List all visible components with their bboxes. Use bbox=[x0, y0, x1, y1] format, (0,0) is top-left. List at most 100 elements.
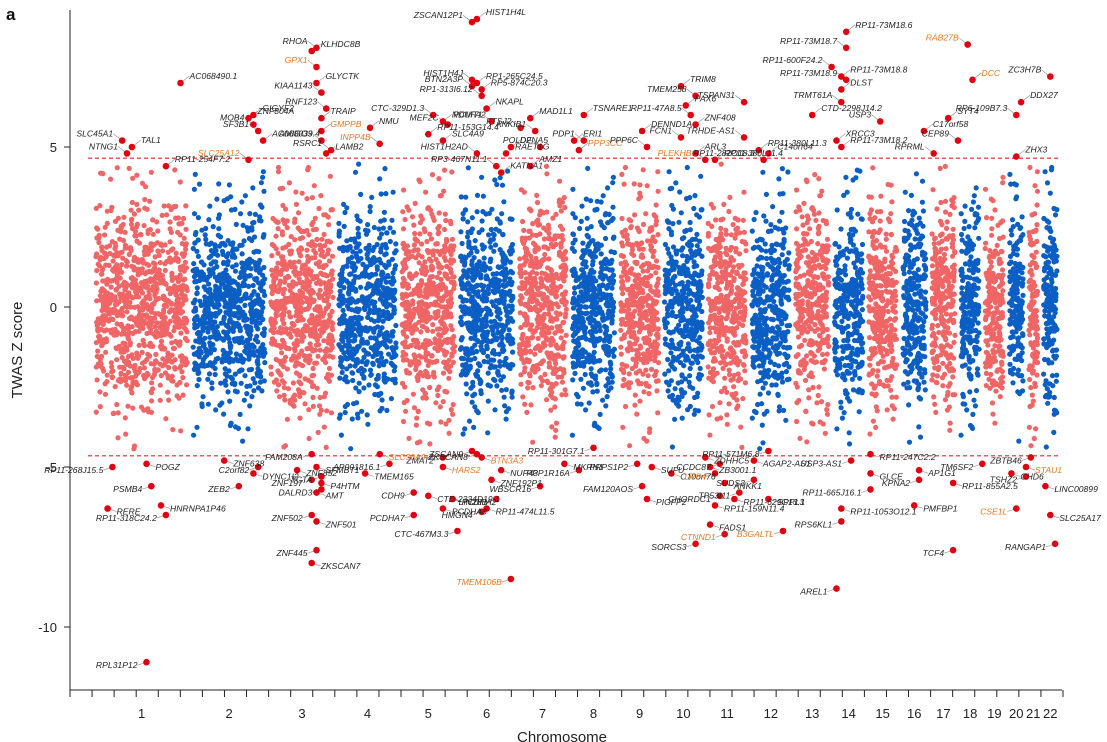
background-point bbox=[132, 362, 138, 368]
background-point bbox=[402, 216, 408, 223]
background-point bbox=[553, 360, 559, 367]
background-point bbox=[473, 283, 479, 289]
background-point bbox=[425, 205, 431, 212]
background-point bbox=[137, 365, 143, 372]
background-point bbox=[563, 392, 569, 398]
background-point bbox=[631, 181, 637, 187]
background-point bbox=[137, 324, 143, 330]
background-point bbox=[94, 377, 100, 383]
background-point bbox=[214, 329, 220, 335]
background-point bbox=[410, 391, 416, 397]
background-point bbox=[598, 251, 604, 257]
background-point bbox=[221, 314, 227, 320]
background-point bbox=[440, 370, 447, 376]
background-point bbox=[212, 242, 218, 248]
background-point bbox=[522, 280, 528, 286]
background-point bbox=[590, 262, 596, 268]
background-point bbox=[523, 343, 529, 349]
background-point bbox=[620, 291, 626, 297]
background-point bbox=[424, 420, 431, 426]
background-point bbox=[429, 274, 436, 280]
background-point bbox=[99, 307, 105, 314]
background-point bbox=[367, 293, 373, 300]
background-point bbox=[547, 364, 553, 370]
background-point bbox=[375, 357, 381, 364]
background-point bbox=[171, 328, 177, 334]
background-point bbox=[546, 329, 552, 336]
background-point bbox=[472, 238, 478, 244]
background-point bbox=[102, 232, 108, 238]
background-point bbox=[597, 242, 603, 248]
background-point bbox=[172, 366, 178, 372]
background-point bbox=[281, 340, 287, 346]
background-point bbox=[639, 287, 645, 293]
background-point bbox=[191, 211, 198, 217]
background-point bbox=[246, 331, 252, 337]
background-point bbox=[129, 375, 136, 381]
background-point bbox=[479, 218, 485, 224]
background-point bbox=[450, 402, 456, 408]
background-point bbox=[485, 430, 491, 436]
background-point bbox=[352, 273, 358, 280]
background-point bbox=[479, 327, 485, 333]
background-point bbox=[427, 249, 433, 255]
background-point bbox=[412, 200, 418, 206]
background-point bbox=[356, 241, 362, 247]
background-point bbox=[309, 326, 315, 332]
background-point bbox=[115, 378, 121, 384]
background-point bbox=[636, 196, 642, 202]
background-point bbox=[505, 319, 511, 325]
background-point bbox=[129, 324, 135, 330]
background-point bbox=[310, 275, 316, 281]
background-point bbox=[572, 370, 578, 376]
background-point bbox=[570, 377, 576, 383]
background-point bbox=[492, 177, 498, 183]
background-point bbox=[177, 341, 183, 347]
background-point bbox=[106, 307, 112, 313]
background-point bbox=[120, 221, 126, 228]
background-point bbox=[175, 215, 181, 221]
background-point bbox=[212, 247, 218, 253]
background-point bbox=[302, 401, 308, 407]
background-point bbox=[542, 251, 548, 258]
background-point bbox=[253, 323, 259, 329]
background-point bbox=[215, 252, 221, 258]
background-point bbox=[475, 368, 481, 374]
background-point bbox=[525, 385, 531, 391]
background-point bbox=[601, 258, 608, 264]
background-point bbox=[325, 281, 331, 287]
background-point bbox=[315, 429, 321, 435]
background-point bbox=[491, 357, 497, 363]
background-point bbox=[581, 328, 588, 334]
background-point bbox=[154, 320, 160, 326]
background-point bbox=[184, 382, 190, 388]
background-point bbox=[173, 203, 179, 209]
background-point bbox=[242, 293, 248, 299]
background-point bbox=[216, 212, 222, 218]
background-point bbox=[430, 328, 436, 334]
background-point bbox=[293, 189, 299, 195]
background-point bbox=[592, 207, 598, 213]
background-point bbox=[339, 345, 345, 351]
background-point bbox=[183, 241, 189, 247]
background-point bbox=[152, 254, 158, 260]
background-point bbox=[495, 368, 501, 375]
background-point bbox=[419, 241, 425, 247]
background-point bbox=[102, 224, 108, 230]
background-point bbox=[255, 339, 261, 345]
background-point bbox=[608, 385, 614, 391]
background-point bbox=[104, 327, 110, 333]
background-point bbox=[576, 307, 582, 313]
background-point bbox=[115, 435, 121, 441]
background-point bbox=[361, 354, 367, 360]
background-point bbox=[100, 365, 106, 371]
background-point bbox=[384, 230, 390, 236]
background-point bbox=[600, 193, 606, 199]
background-point bbox=[171, 308, 177, 314]
background-point bbox=[553, 211, 559, 217]
background-point bbox=[465, 219, 471, 225]
background-point bbox=[155, 228, 161, 234]
background-point bbox=[503, 387, 509, 393]
background-point bbox=[279, 262, 286, 268]
background-point bbox=[497, 289, 503, 295]
